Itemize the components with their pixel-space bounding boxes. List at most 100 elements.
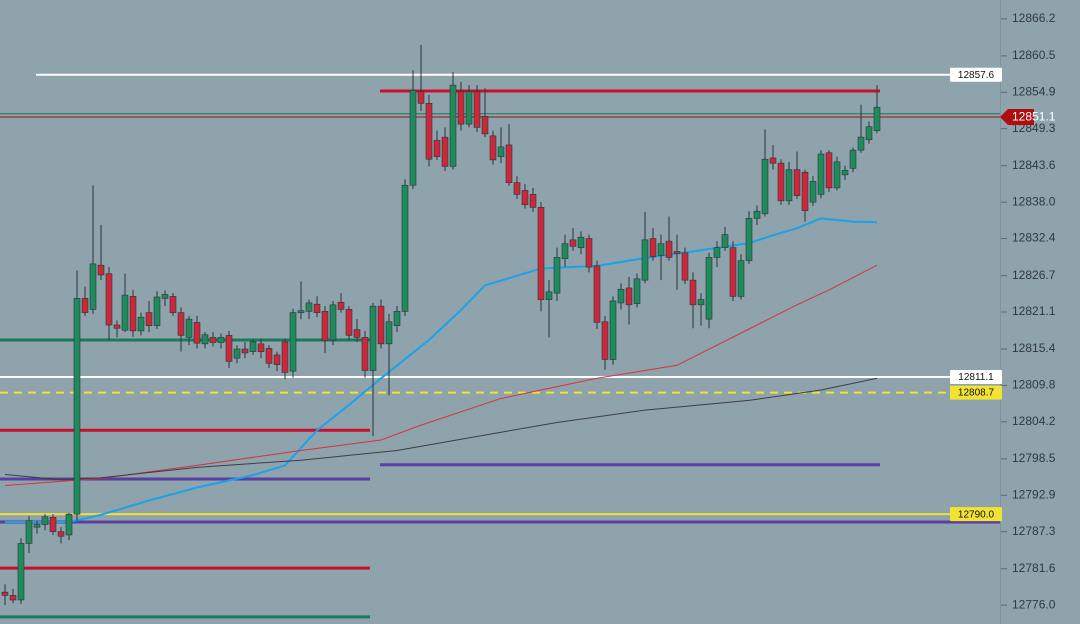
y-tick-label: 12854.9 — [1012, 84, 1056, 98]
candle-body — [697, 299, 705, 306]
candle-body — [353, 329, 361, 338]
candle-body — [233, 348, 241, 359]
price-tag-label: 12808.7 — [958, 388, 995, 399]
y-tick-label: 12832.4 — [1012, 231, 1056, 245]
y-tick-label: 12843.6 — [1012, 158, 1056, 172]
candle-body — [137, 316, 145, 332]
candle-body — [17, 543, 25, 601]
y-tick-label: 12809.8 — [1012, 378, 1056, 392]
candle-body — [817, 153, 825, 195]
candle-body — [329, 304, 337, 341]
y-tick-label: 12804.2 — [1012, 414, 1056, 428]
price-tag — [950, 67, 1002, 82]
candle-body — [537, 207, 545, 300]
candle-body — [33, 524, 41, 528]
candle-body — [49, 517, 57, 533]
y-tick-label: 12815.4 — [1012, 341, 1056, 355]
candle-body — [129, 296, 137, 332]
candle-body — [785, 169, 793, 202]
price-tag — [1000, 109, 1034, 125]
candle-body — [97, 264, 105, 276]
candle-body — [249, 341, 257, 352]
candle-body — [665, 240, 673, 258]
candle-body — [9, 595, 17, 601]
candle-body — [753, 210, 761, 219]
moving-average — [4, 264, 878, 487]
candle-body — [153, 296, 161, 326]
candle-body — [569, 239, 577, 247]
candle-body — [81, 298, 89, 313]
candle-body — [169, 296, 177, 313]
candle-body — [801, 171, 809, 211]
candle-body — [777, 162, 785, 202]
candle-body — [281, 341, 289, 373]
y-tick-label: 12821.1 — [1012, 304, 1056, 318]
candle-body — [601, 321, 609, 360]
candle-body — [593, 265, 601, 323]
candle-body — [265, 348, 273, 364]
candle-body — [337, 301, 345, 310]
candle-body — [513, 182, 521, 195]
candle-body — [201, 334, 209, 345]
price-tag — [950, 385, 1002, 400]
candle-body — [193, 322, 201, 344]
candle-body — [761, 158, 769, 215]
candle-body — [769, 157, 777, 164]
candle-body — [609, 300, 617, 360]
candle-body — [217, 337, 225, 343]
candle-body — [177, 312, 185, 336]
price-tag-label: 12790.0 — [958, 509, 995, 520]
candle-body — [393, 311, 401, 326]
candle-body — [553, 257, 561, 294]
candle-body — [241, 348, 249, 354]
candle-body — [321, 311, 329, 341]
candle-body — [585, 238, 593, 268]
price-tag — [950, 507, 1002, 522]
candle-body — [441, 136, 449, 167]
candle-body — [377, 305, 385, 345]
candle-body — [625, 287, 633, 306]
candle-body — [641, 239, 649, 281]
candle-body — [185, 318, 193, 338]
candle-body — [409, 90, 417, 186]
moving-average — [5, 217, 878, 523]
candle-body — [849, 149, 857, 169]
candle-body — [497, 146, 505, 157]
candle-body — [545, 291, 553, 300]
candle-body — [561, 243, 569, 259]
y-tick-label: 12798.5 — [1012, 451, 1056, 465]
candle-body — [145, 312, 153, 326]
candle-body — [369, 305, 377, 371]
y-tick-label: 12787.3 — [1012, 524, 1056, 538]
y-tick-label: 12860.5 — [1012, 48, 1056, 62]
candle-body — [529, 194, 537, 208]
candle-body — [857, 136, 865, 151]
candle-body — [841, 170, 849, 176]
candle-body — [65, 513, 73, 536]
candle-body — [105, 273, 113, 326]
candle-body — [1, 591, 9, 596]
candle-body — [225, 335, 233, 362]
candle-body — [809, 181, 817, 203]
candle-body — [649, 238, 657, 258]
candle-body — [89, 263, 97, 310]
candle-body — [57, 531, 65, 537]
price-tag-label: 12851.1 — [1012, 110, 1056, 124]
candle-body — [401, 184, 409, 312]
candle-body — [465, 91, 473, 125]
candle-body — [345, 309, 353, 336]
candle-body — [489, 135, 497, 161]
candle-body — [209, 337, 217, 343]
candle-body — [825, 152, 833, 189]
candle-body — [737, 260, 745, 297]
candle-body — [121, 294, 129, 331]
candle-body — [289, 312, 297, 372]
candle-body — [361, 337, 369, 371]
candle-body — [385, 321, 393, 345]
candle-body — [297, 310, 305, 313]
candle-body — [273, 354, 281, 365]
candle-body — [433, 140, 441, 157]
candle-body — [681, 252, 689, 281]
candle-body — [873, 106, 881, 131]
